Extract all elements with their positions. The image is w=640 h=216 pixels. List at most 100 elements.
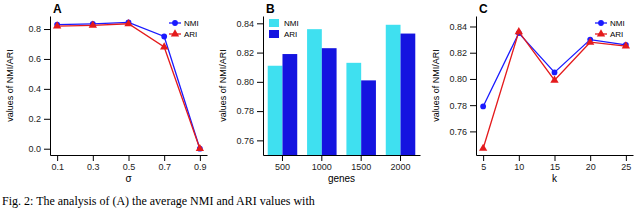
x-axis-title: k [552, 173, 558, 184]
line [57, 24, 200, 149]
tick-mark [129, 155, 130, 161]
axis-line [264, 155, 421, 156]
legend-label: NMI [284, 19, 299, 28]
tick-mark [470, 26, 476, 27]
marker [479, 144, 487, 151]
legend-item: ARI [169, 29, 197, 39]
panel: 5001000150020000.760.780.800.820.84Bgene… [218, 2, 421, 184]
tick-mark [44, 149, 50, 150]
tick-mark [257, 82, 263, 83]
marker [53, 21, 61, 28]
marker [586, 37, 594, 44]
bar [401, 34, 416, 155]
tick-mark [483, 155, 484, 161]
tick-label: 0.78 [449, 101, 467, 111]
tick-mark [321, 155, 322, 161]
legend-label: NMI [184, 19, 199, 28]
tick-label: 25 [621, 162, 631, 172]
tick-mark [470, 79, 476, 80]
legend-marker [598, 20, 604, 26]
legend-marker [597, 29, 605, 36]
tick: 0.8 [28, 24, 50, 34]
axis-line [50, 17, 51, 156]
tick-label: 0.84 [236, 19, 254, 29]
plot-area [53, 19, 204, 152]
tick-label: 0.0 [28, 144, 41, 154]
tick: 0.76 [236, 136, 263, 146]
tick: 0.84 [236, 19, 263, 29]
tick-label: 0.3 [87, 162, 100, 172]
x-axis-title: genes [328, 173, 355, 184]
legend-label: NMI [610, 19, 625, 28]
figure: 0.1 0.3 0.5 0.7 0.9 0.0 0.2 0.4 0.6 0.8Aσ values o… [0, 0, 640, 216]
legend: NMI ARI [169, 19, 199, 39]
tick-mark [200, 155, 201, 161]
tick-label: 0.84 [449, 22, 467, 32]
tick: 2000 [391, 155, 411, 172]
legend-label: ARI [610, 30, 623, 39]
tick-mark [590, 155, 591, 161]
bar [361, 80, 376, 155]
tick: 0.5 [123, 155, 136, 172]
tick-label: 10 [514, 162, 524, 172]
tick: 0.78 [449, 101, 476, 111]
tick-mark [44, 89, 50, 90]
tick-mark [44, 119, 50, 120]
tick-label: 1000 [312, 162, 332, 172]
legend-swatch [269, 30, 279, 38]
tick-mark [257, 23, 263, 24]
tick-mark [93, 155, 94, 161]
tick-mark [164, 155, 165, 161]
legend: NMI ARI [595, 19, 625, 39]
tick-mark [282, 155, 283, 161]
tick: 0.80 [449, 74, 476, 84]
tick-label: 5 [481, 162, 486, 172]
line [57, 22, 200, 148]
plot-area [479, 27, 630, 151]
bar [307, 29, 322, 155]
legend-item: ARI [269, 30, 297, 39]
tick-label: 20 [586, 162, 596, 172]
x-axis-title: σ [125, 173, 132, 184]
tick: 0.7 [158, 155, 171, 172]
marker [161, 34, 167, 40]
axis-line [263, 17, 264, 156]
tick: 0.84 [449, 22, 476, 32]
tick: 20 [586, 155, 596, 172]
tick-mark [257, 53, 263, 54]
tick-label: 0.78 [236, 106, 254, 116]
tick-label: 0.9 [194, 162, 207, 172]
legend-label: ARI [184, 30, 197, 39]
tick-label: 0.2 [28, 114, 41, 124]
tick-label: 0.5 [123, 162, 136, 172]
panel-title: A [53, 2, 62, 16]
tick-label: 0.6 [28, 54, 41, 64]
tick: 0.1 [51, 155, 64, 172]
y-axis-title: values of NMI/ARI [431, 49, 441, 122]
tick-mark [257, 111, 263, 112]
legend: NMI ARI [269, 19, 299, 39]
tick-mark [555, 155, 556, 161]
tick-mark [257, 140, 263, 141]
marker [160, 42, 168, 49]
tick-label: 15 [550, 162, 560, 172]
tick-label: 0.4 [28, 84, 41, 94]
axis-line [476, 17, 477, 156]
tick-mark [44, 29, 50, 30]
bar [322, 48, 337, 155]
tick: 500 [275, 155, 290, 172]
marker [480, 104, 486, 110]
tick-label: 0.1 [51, 162, 64, 172]
legend-marker [171, 29, 179, 36]
marker [515, 27, 523, 34]
tick: 0.82 [236, 48, 263, 58]
tick: 0.3 [87, 155, 100, 172]
tick-label: 0.80 [449, 74, 467, 84]
tick-mark [470, 105, 476, 106]
legend-item: ARI [595, 29, 623, 39]
tick: 0.2 [28, 114, 50, 124]
legend-item: NMI [169, 19, 199, 28]
tick: 0.9 [194, 155, 207, 172]
marker [622, 41, 630, 48]
tick-mark [470, 53, 476, 54]
